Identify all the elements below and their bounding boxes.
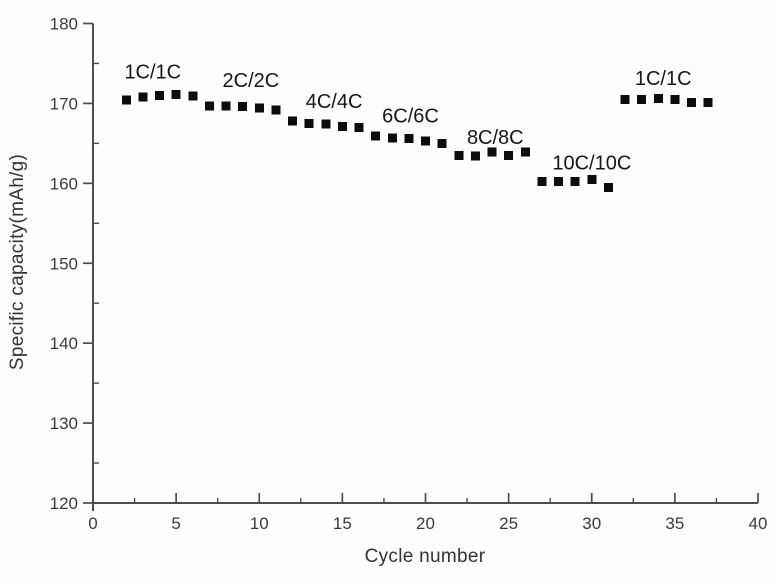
x-tick-label: 0 xyxy=(88,514,97,533)
rate-annotation: 1C/1C xyxy=(635,68,692,90)
data-point xyxy=(670,94,680,104)
data-point xyxy=(603,182,613,192)
data-point xyxy=(271,105,281,115)
data-point xyxy=(687,98,696,108)
data-point xyxy=(354,122,364,132)
x-tick-label: 10 xyxy=(250,514,269,533)
rate-annotation: 8C/8C xyxy=(467,127,524,149)
data-point xyxy=(554,177,563,187)
data-point xyxy=(288,116,297,126)
x-tick-label: 25 xyxy=(499,514,518,533)
y-tick-label: 140 xyxy=(50,334,78,353)
data-point xyxy=(371,131,381,141)
x-axis-title: Cycle number xyxy=(364,546,486,567)
y-tick-label: 160 xyxy=(50,174,78,193)
rate-annotation: 2C/2C xyxy=(223,70,280,92)
x-tick-label: 30 xyxy=(582,514,601,533)
data-point xyxy=(337,122,347,132)
data-point xyxy=(454,150,464,160)
data-point xyxy=(470,151,480,161)
data-point xyxy=(254,103,264,113)
data-point xyxy=(404,134,414,144)
data-point xyxy=(587,174,597,184)
data-point xyxy=(504,150,514,160)
data-point xyxy=(537,177,547,187)
y-tick-label: 120 xyxy=(50,494,78,513)
data-point xyxy=(204,101,214,111)
data-point xyxy=(321,119,331,129)
rate-annotation: 4C/4C xyxy=(306,91,363,113)
data-point xyxy=(138,92,148,102)
y-axis-title: Specific capacity(mAh/g) xyxy=(7,153,28,371)
x-tick-label: 40 xyxy=(749,514,768,533)
data-point xyxy=(487,147,497,157)
data-point xyxy=(520,147,530,157)
data-point xyxy=(703,98,713,108)
y-tick-label: 150 xyxy=(50,254,78,273)
y-tick-label: 170 xyxy=(50,94,78,113)
data-point xyxy=(637,94,647,104)
data-point xyxy=(620,94,630,104)
data-point xyxy=(221,101,231,111)
data-point xyxy=(421,136,430,146)
rate-annotation: 1C/1C xyxy=(124,61,181,83)
y-tick-label: 180 xyxy=(50,15,78,34)
data-point xyxy=(437,138,447,148)
x-tick-label: 15 xyxy=(333,514,352,533)
data-point xyxy=(171,90,181,100)
rate-annotation: 10C/10C xyxy=(552,153,631,175)
data-point xyxy=(155,90,164,100)
data-point xyxy=(304,118,314,128)
data-point xyxy=(387,133,397,143)
y-tick-label: 130 xyxy=(50,414,78,433)
x-tick-label: 35 xyxy=(665,514,684,533)
x-tick-label: 20 xyxy=(416,514,435,533)
data-point xyxy=(121,95,131,105)
data-point xyxy=(188,91,198,101)
data-point xyxy=(570,177,580,187)
rate-annotation: 6C/6C xyxy=(382,105,439,127)
x-tick-label: 5 xyxy=(171,514,180,533)
data-point xyxy=(653,94,663,104)
data-point xyxy=(238,102,248,112)
